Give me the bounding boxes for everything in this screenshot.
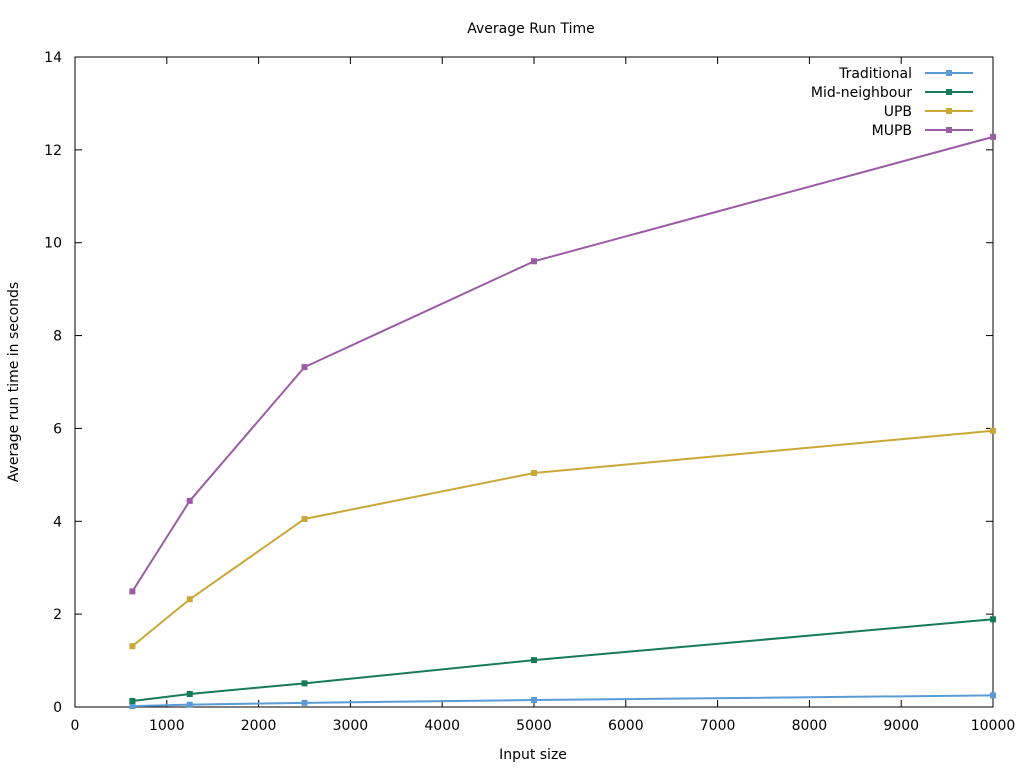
data-point <box>990 133 996 140</box>
legend-label: MUPB <box>872 123 912 139</box>
data-point <box>301 515 308 522</box>
data-point <box>186 497 193 504</box>
data-point <box>301 364 308 371</box>
data-point <box>990 692 996 699</box>
series-mupb <box>129 133 996 595</box>
data-point <box>531 258 537 265</box>
x-tick-label: 2000 <box>241 718 277 734</box>
y-tick-label: 14 <box>44 50 62 66</box>
data-point <box>990 616 996 623</box>
series-line-mupb <box>131 135 994 592</box>
data-point <box>531 697 537 704</box>
x-axis: 0 1000 2000 3000 4000 5000 6000 7000 8000 9000 100… <box>71 57 1016 734</box>
x-tick-label: 5000 <box>516 718 552 734</box>
legend-item: Mid-neighbour <box>811 85 973 101</box>
data-point <box>129 588 136 595</box>
y-tick-label: 0 <box>53 700 62 716</box>
plot-frame <box>74 56 994 708</box>
y-tick-label: 6 <box>53 421 62 437</box>
x-tick-label: 1000 <box>149 718 185 734</box>
y-tick-label: 8 <box>53 329 62 345</box>
x-tick-label: 4000 <box>424 718 460 734</box>
data-point <box>186 701 193 708</box>
y-axis: 0 2 4 6 8 10 12 14 <box>44 50 993 716</box>
series-mid-neighbour <box>129 616 996 704</box>
y-tick-label: 10 <box>44 236 62 252</box>
legend-item: Traditional <box>838 66 973 82</box>
series-traditional <box>129 692 996 710</box>
x-tick-label: 3000 <box>333 718 369 734</box>
legend-label: Mid-neighbour <box>811 85 912 101</box>
series-layer <box>129 133 996 710</box>
data-point <box>531 657 537 664</box>
legend-swatch-marker <box>946 127 952 133</box>
data-point <box>129 643 136 650</box>
x-tick-label: 6000 <box>608 718 644 734</box>
y-tick-label: 4 <box>53 514 62 530</box>
series-upb <box>129 427 996 650</box>
series-line-upb <box>131 429 994 647</box>
legend-item: MUPB <box>872 123 973 139</box>
legend: Traditional Mid-neighbour UPB MUPB <box>811 66 973 139</box>
x-tick-label: 7000 <box>700 718 736 734</box>
data-point <box>301 680 308 687</box>
data-point <box>129 697 136 704</box>
y-tick-label: 2 <box>53 607 62 623</box>
data-point <box>531 470 537 476</box>
y-axis-label: Average run time in seconds <box>6 282 22 482</box>
data-point <box>186 596 193 603</box>
x-tick-label: 0 <box>71 718 80 734</box>
data-point <box>186 691 193 697</box>
y-tick-label: 12 <box>44 143 62 159</box>
series-line-mid-neighbour <box>132 618 994 702</box>
legend-swatch-marker <box>946 108 952 114</box>
series-line-traditional <box>132 694 994 708</box>
legend-item: UPB <box>884 104 973 120</box>
x-axis-label: Input size <box>499 747 567 763</box>
legend-label: UPB <box>884 104 912 120</box>
legend-swatch-marker <box>946 89 952 95</box>
x-tick-label: 10000 <box>971 718 1016 734</box>
data-point <box>301 699 308 706</box>
data-point <box>129 703 136 710</box>
legend-label: Traditional <box>838 66 912 82</box>
x-tick-label: 9000 <box>883 718 919 734</box>
chart-title: Average Run Time <box>467 21 595 37</box>
x-tick-label: 8000 <box>792 718 828 734</box>
legend-swatch-marker <box>946 70 952 76</box>
data-point <box>990 427 996 434</box>
